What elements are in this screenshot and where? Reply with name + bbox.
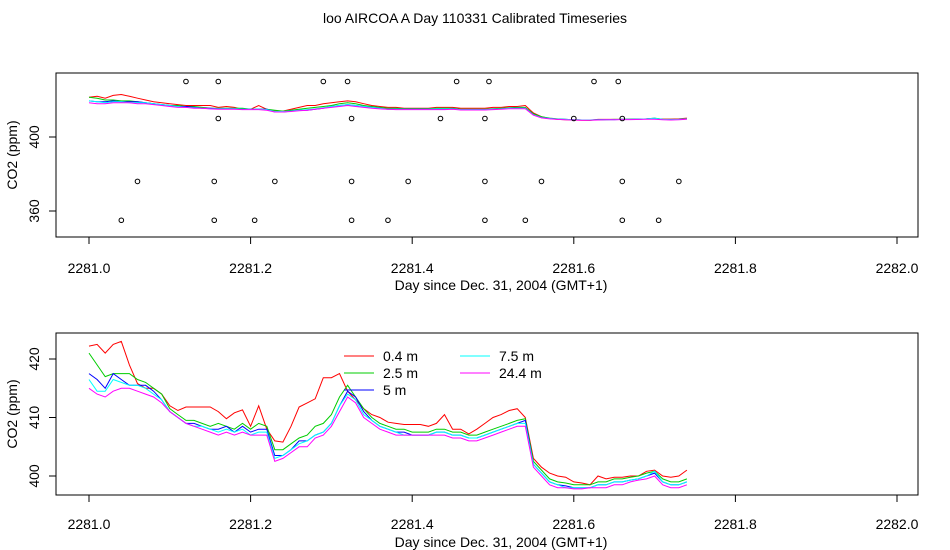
x-tick-label: 2281.0 [68, 516, 111, 532]
legend-label: 5 m [383, 382, 406, 398]
data-point [619, 217, 626, 224]
chart-title: loo AIRCOA A Day 110331 Calibrated Times… [322, 10, 627, 26]
x-tick-label: 2281.8 [714, 516, 757, 532]
data-point [215, 78, 222, 85]
x-tick-label: 2281.8 [714, 260, 757, 276]
x-tick-label: 2281.4 [391, 260, 434, 276]
series-line-2-5-m [88, 96, 687, 121]
data-point [619, 115, 626, 122]
data-point [134, 178, 141, 185]
data-point [655, 217, 662, 224]
legend-label: 7.5 m [499, 348, 534, 364]
y-tick-label: 410 [26, 406, 42, 430]
y-tick-label: 420 [26, 347, 42, 371]
y-axis-label: CO2 (ppm) [4, 379, 20, 448]
data-point [183, 78, 189, 85]
x-tick-label: 2282.0 [876, 516, 919, 532]
data-point [437, 115, 444, 122]
x-tick-label: 2281.6 [552, 260, 595, 276]
series-line-24-4-m [88, 387, 688, 490]
x-tick-label: 2281.6 [552, 516, 595, 532]
data-point [215, 115, 222, 122]
x-axis-label: Day since Dec. 31, 2004 (GMT+1) [395, 534, 608, 550]
data-point [385, 217, 391, 224]
legend-label: 24.4 m [499, 365, 542, 381]
series-line-0-4-m [88, 340, 688, 486]
data-point [482, 115, 488, 122]
data-point [211, 178, 218, 185]
data-point [251, 217, 258, 224]
data-point [522, 217, 529, 224]
x-axis-label: Day since Dec. 31, 2004 (GMT+1) [395, 277, 608, 293]
data-point [211, 217, 218, 224]
data-point [619, 178, 626, 185]
data-point [676, 178, 682, 185]
x-tick-label: 2281.0 [68, 260, 111, 276]
x-tick-label: 2282.0 [876, 260, 919, 276]
data-point [486, 78, 492, 85]
data-point [538, 178, 545, 185]
series-line-24-4-m [88, 102, 687, 121]
plot-frame [55, 72, 919, 238]
plot-frame [55, 332, 919, 496]
data-point [571, 115, 577, 122]
data-point [591, 78, 597, 85]
data-point [348, 115, 355, 122]
bottom-panel: 2281.0 2281.2 2281.4 2281.6 2281.8 2282.0 400 4… [4, 332, 919, 550]
data-point [320, 78, 327, 85]
data-point [453, 78, 460, 85]
y-tick-label: 400 [26, 125, 42, 149]
series-line-7-5-m [88, 100, 687, 121]
y-tick-label: 400 [26, 464, 42, 488]
data-point [344, 78, 351, 85]
data-point [482, 178, 488, 185]
legend-label: 2.5 m [383, 365, 418, 381]
data-point [615, 78, 622, 85]
series-line-2-5-m [88, 352, 688, 486]
data-point [272, 178, 278, 185]
data-point [348, 178, 355, 185]
x-tick-label: 2281.2 [229, 516, 272, 532]
data-point [348, 217, 355, 224]
x-tick-label: 2281.2 [229, 260, 272, 276]
data-point [482, 217, 488, 224]
data-point [405, 178, 411, 185]
y-tick-label: 360 [26, 199, 42, 223]
x-tick-label: 2281.4 [391, 516, 434, 532]
data-point [118, 217, 125, 224]
top-panel: 2281.0 2281.2 2281.4 2281.6 2281.8 2282.0 360 4… [4, 72, 919, 293]
series-line-5-m [88, 100, 687, 121]
legend-label: 0.4 m [383, 348, 418, 364]
y-axis-label: CO2 (ppm) [4, 120, 20, 189]
